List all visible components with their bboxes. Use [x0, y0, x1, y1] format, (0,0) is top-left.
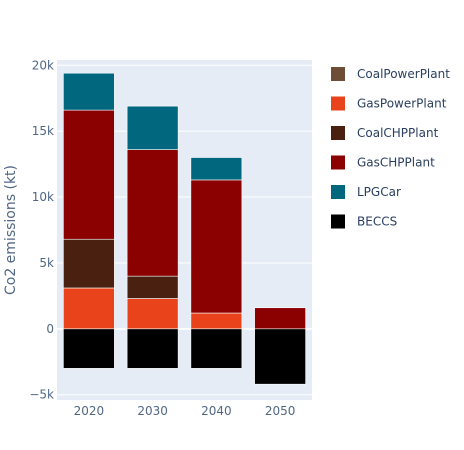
bar-lpgcar-2030 [126, 105, 179, 150]
bar-lpgcar-2020 [63, 72, 115, 111]
x-tick-label: 2030 [137, 404, 168, 418]
legend-label: LPGCar [357, 185, 401, 199]
legend-label: CoalCHPPlant [357, 126, 439, 140]
bar-lpgcar-2040 [190, 157, 243, 181]
bar-beccs-2040 [190, 328, 243, 369]
bar-coalchpplant-2030 [126, 275, 179, 299]
legend-label: BECCS [357, 215, 397, 229]
y-axis-title: Co2 emissions (kt) [3, 165, 19, 295]
bar-gaspowerplant-2030 [126, 298, 179, 330]
bar-gaschpplant-2020 [63, 109, 115, 240]
bar-coalchpplant-2020 [63, 238, 115, 289]
bar-beccs-2030 [126, 328, 179, 369]
x-tick-label: 2020 [74, 404, 105, 418]
legend-swatch [331, 155, 345, 170]
y-tick-label: 5k [39, 256, 54, 270]
x-tick-label: 2050 [265, 404, 296, 418]
bar-gaspowerplant-2040 [190, 312, 243, 330]
bar-gaspowerplant-2020 [63, 287, 115, 330]
legend-label: CoalPowerPlant [357, 67, 450, 81]
legend-label: GasPowerPlant [357, 97, 447, 111]
y-tick-label: 15k [32, 124, 54, 138]
legend-label: GasCHPPlant [357, 156, 435, 170]
bar-gaschpplant-2040 [190, 179, 243, 314]
y-tick-label: 20k [32, 58, 54, 72]
legend-swatch [331, 96, 345, 111]
bar-gaschpplant-2030 [126, 149, 179, 277]
x-tick-label: 2040 [201, 404, 232, 418]
bar-beccs-2050 [254, 328, 306, 385]
bar-gaschpplant-2050 [254, 307, 306, 330]
legend-swatch [331, 185, 345, 199]
y-tick-label: 10k [32, 190, 54, 204]
y-tick-label: −5k [29, 388, 54, 402]
legend-swatch [331, 67, 345, 81]
legend-swatch [331, 126, 345, 140]
y-tick-label: 0 [46, 322, 54, 336]
legend-swatch [331, 214, 345, 229]
bars [63, 72, 306, 385]
bar-beccs-2020 [63, 328, 115, 369]
y-tick-labels: −5k 0 5k 10k 15k 20k [29, 58, 54, 401]
legend: CoalPowerPlant GasPowerPlant CoalCHPPlant G… [331, 67, 450, 229]
x-tick-labels: 2020 2030 2040 2050 [74, 404, 296, 418]
